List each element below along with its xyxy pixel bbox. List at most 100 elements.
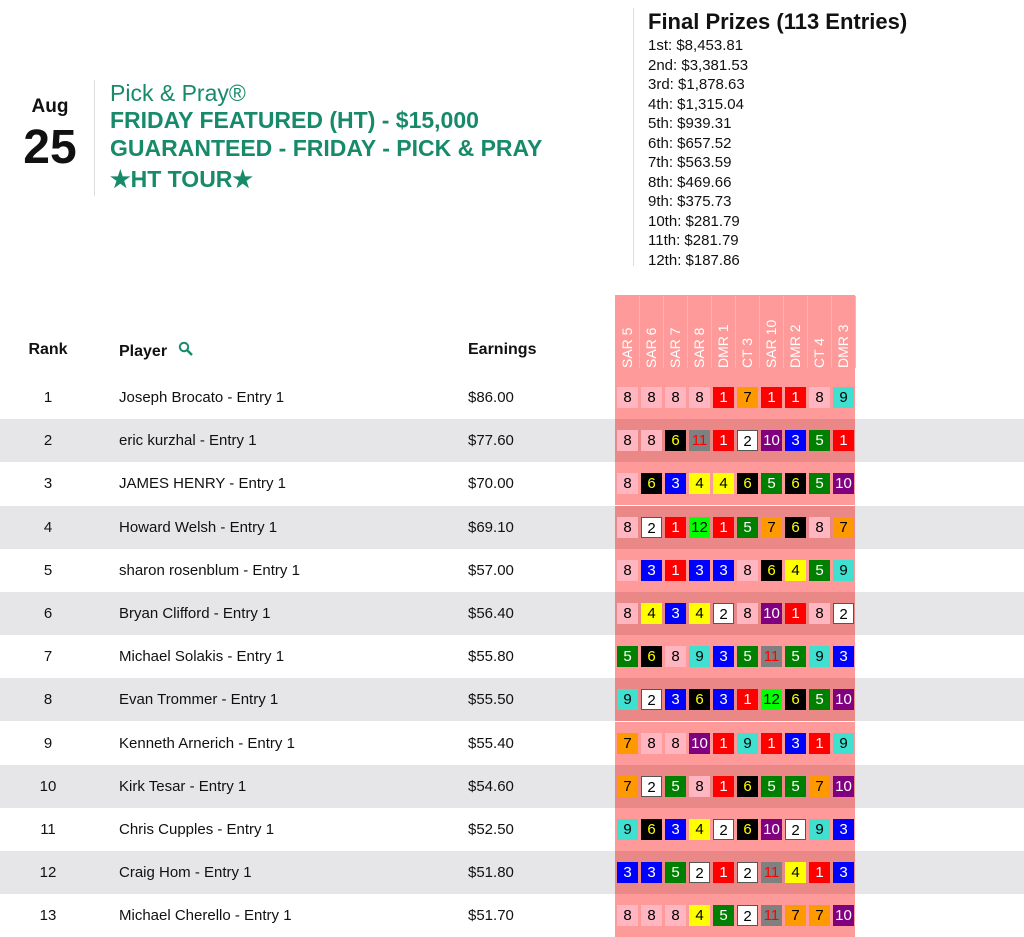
pick-cell: 1 xyxy=(713,516,734,538)
pick-cell: 5 xyxy=(737,646,758,668)
pick-cell: 5 xyxy=(785,775,806,797)
pick-cell: 6 xyxy=(641,473,662,495)
pick-cell: 5 xyxy=(737,516,758,538)
prizes-list: 1st: $8,453.81 2nd: $3,381.53 3rd: $1,878.… xyxy=(648,36,748,270)
pick-cell: 9 xyxy=(809,819,830,840)
player-name[interactable]: eric kurzhal - Entry 1 xyxy=(119,432,257,450)
pick-cell: 4 xyxy=(785,559,806,581)
pick-cell: 9 xyxy=(617,689,638,711)
earnings: $70.00 xyxy=(468,475,514,493)
table-row[interactable]: 8 Evan Trommer - Entry 1 $55.50 9 2 3 6 3 1 12… xyxy=(0,678,1024,722)
pick-cell: 3 xyxy=(833,862,854,884)
pick-cell: 1 xyxy=(761,387,782,408)
pick-cell: 3 xyxy=(785,430,806,452)
earnings: $51.70 xyxy=(468,907,514,925)
pick-cell: 2 xyxy=(737,430,758,452)
pick-cell: 10 xyxy=(761,603,782,624)
prize-item: 1st: $8,453.81 xyxy=(648,37,744,54)
pick-cell: 8 xyxy=(737,559,758,581)
pick-cell: 8 xyxy=(617,387,638,408)
player-name[interactable]: sharon rosenblum - Entry 1 xyxy=(119,561,300,579)
pick-cell: 2 xyxy=(833,603,854,624)
earnings: $56.40 xyxy=(468,605,514,622)
pick-cell: 3 xyxy=(665,689,686,711)
pick-cell: 5 xyxy=(665,862,686,884)
pick-cell: 3 xyxy=(641,559,662,581)
pick-cell: 7 xyxy=(761,516,782,538)
player-name[interactable]: Bryan Clifford - Entry 1 xyxy=(119,605,271,622)
player-name[interactable]: Michael Solakis - Entry 1 xyxy=(119,648,285,666)
contest-title-line3: ★HT TOUR★ xyxy=(110,166,254,192)
player-name[interactable]: Craig Hom - Entry 1 xyxy=(119,864,252,882)
table-row[interactable]: 4 Howard Welsh - Entry 1 $69.10 8 2 1 12 1 5 7… xyxy=(0,505,1024,549)
prize-item: 10th: $281.79 xyxy=(648,212,740,230)
pick-cell: 5 xyxy=(809,689,830,711)
pick-cell: 1 xyxy=(713,775,734,797)
table-row[interactable]: 2 eric kurzhal - Entry 1 $77.60 8 8 6 11 1 2 1… xyxy=(0,419,1024,463)
earnings: $55.50 xyxy=(468,691,514,709)
rank-header: Rank xyxy=(28,341,68,358)
player-name[interactable]: JAMES HENRY - Entry 1 xyxy=(119,475,286,493)
prize-item: 7th: $563.59 xyxy=(648,154,732,171)
player-header[interactable]: Player xyxy=(119,341,194,361)
pick-cell: 3 xyxy=(689,559,710,581)
pick-cell: 11 xyxy=(761,862,782,884)
pick-cell: 6 xyxy=(641,646,662,668)
pick-cell: 7 xyxy=(785,905,806,927)
pick-cell: 4 xyxy=(785,862,806,884)
pick-cell: 6 xyxy=(737,775,758,797)
pick-cell: 9 xyxy=(617,819,638,840)
rank: 8 xyxy=(43,691,53,709)
player-name[interactable]: Joseph Brocato - Entry 1 xyxy=(119,389,285,406)
pick-cell: 11 xyxy=(761,646,782,668)
pick-cell: 7 xyxy=(737,387,758,408)
pick-cell: 3 xyxy=(665,603,686,624)
player-name[interactable]: Michael Cherello - Entry 1 xyxy=(119,907,292,925)
player-name[interactable]: Evan Trommer - Entry 1 xyxy=(119,691,279,709)
pick-cell: 2 xyxy=(737,905,758,927)
player-name[interactable]: Chris Cupples - Entry 1 xyxy=(119,821,275,838)
pick-cell: 3 xyxy=(785,732,806,754)
pick-cell: 6 xyxy=(785,516,806,538)
pick-cell: 1 xyxy=(665,516,686,538)
pick-cell: 5 xyxy=(713,905,734,927)
pick-cell: 6 xyxy=(641,819,662,840)
date-day: 25 xyxy=(23,121,77,174)
pick-cell: 9 xyxy=(833,732,854,754)
picks-grid: 7 2 5 8 1 6 5 5 7 10 xyxy=(615,764,855,808)
race-header: CT 4 xyxy=(807,296,832,368)
pick-cell: 1 xyxy=(785,603,806,624)
pick-cell: 9 xyxy=(833,387,854,408)
earnings: $51.80 xyxy=(468,864,514,882)
pick-cell: 5 xyxy=(665,775,686,797)
player-name[interactable]: Howard Welsh - Entry 1 xyxy=(119,518,278,536)
race-header: SAR 6 xyxy=(639,296,664,368)
pick-cell: 8 xyxy=(665,732,686,754)
search-icon[interactable] xyxy=(178,341,194,357)
pick-cell: 8 xyxy=(617,473,638,495)
pick-cell: 10 xyxy=(833,905,854,927)
earnings: $55.40 xyxy=(468,734,514,752)
prize-item: 8th: $469.66 xyxy=(648,173,732,191)
rank: 6 xyxy=(43,605,53,622)
table-row[interactable]: 12 Craig Hom - Entry 1 $51.80 3 3 5 2 1 2 11 4 1… xyxy=(0,851,1024,895)
rank: 10 xyxy=(39,777,57,795)
pick-cell: 8 xyxy=(665,905,686,927)
divider xyxy=(633,8,634,266)
player-name[interactable]: Kirk Tesar - Entry 1 xyxy=(119,777,247,795)
pick-cell: 1 xyxy=(809,732,830,754)
pick-cell: 7 xyxy=(809,905,830,927)
race-header: CT 3 xyxy=(735,296,760,368)
player-name[interactable]: Kenneth Arnerich - Entry 1 xyxy=(119,734,295,752)
pick-cell: 3 xyxy=(713,689,734,711)
